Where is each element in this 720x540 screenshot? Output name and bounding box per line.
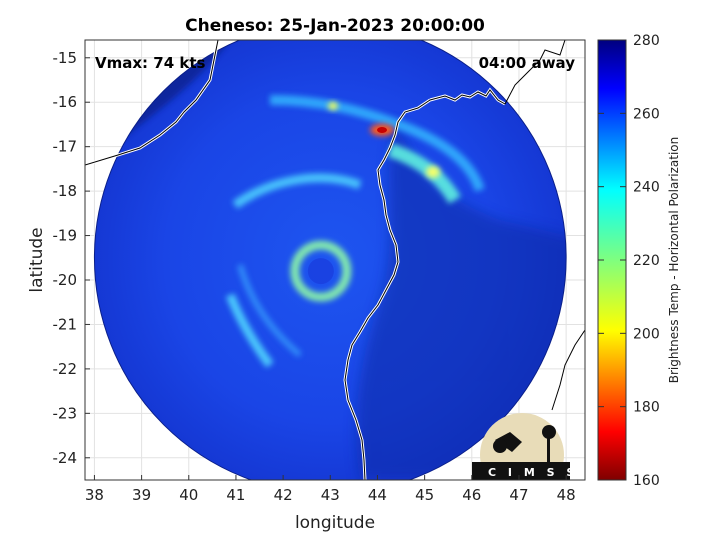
colorbar-label: Brightness Temp - Horizontal Polarizatio… bbox=[667, 137, 681, 384]
x-tick-label: 44 bbox=[368, 486, 387, 504]
x-tick-label: 45 bbox=[415, 486, 434, 504]
y-axis-label: latitude bbox=[27, 227, 47, 292]
cimss-logo: C I M S S bbox=[472, 413, 578, 480]
y-tick-label: -24 bbox=[53, 449, 78, 467]
x-tick-label: 48 bbox=[557, 486, 576, 504]
y-tick-label: -23 bbox=[53, 404, 78, 422]
convection-core-east-center bbox=[377, 127, 387, 133]
x-tick-label: 39 bbox=[132, 486, 151, 504]
x-tick-label: 41 bbox=[226, 486, 245, 504]
axes-frame bbox=[84, 39, 586, 481]
x-tick-label: 43 bbox=[321, 486, 340, 504]
colorbar-tick-label: 240 bbox=[633, 180, 660, 196]
x-tick-label: 42 bbox=[274, 486, 293, 504]
rainband-south bbox=[237, 264, 302, 358]
rainband-southwest bbox=[225, 293, 274, 368]
coastline-east-outline bbox=[504, 40, 585, 411]
y-tick-label: -19 bbox=[53, 227, 78, 245]
eye bbox=[307, 258, 334, 285]
colorbar-tick-label: 160 bbox=[633, 473, 660, 489]
convection-spot-2 bbox=[426, 166, 440, 178]
colorbar-tick-label: 180 bbox=[633, 400, 660, 416]
x-tick-label: 40 bbox=[179, 486, 198, 504]
eyewall bbox=[290, 240, 352, 302]
y-tick-label: -22 bbox=[53, 360, 78, 378]
timing-annotation: 04:00 away bbox=[479, 54, 576, 72]
rainband-west-arc bbox=[232, 173, 362, 209]
x-axis-label: longitude bbox=[295, 513, 375, 533]
x-axis: 38 39 40 41 42 43 44 45 46 47 48 bbox=[85, 475, 576, 504]
colorbar-tick-label: 280 bbox=[633, 33, 660, 49]
swath-edge bbox=[94, 40, 567, 480]
colorbar-tick-label: 260 bbox=[633, 106, 660, 122]
vmax-annotation: Vmax: 74 kts bbox=[95, 54, 205, 72]
y-tick-label: -21 bbox=[53, 315, 78, 333]
x-tick-label: 46 bbox=[462, 486, 481, 504]
rainband-north bbox=[269, 95, 485, 192]
convection-spot-3 bbox=[328, 102, 338, 110]
colorbar-tick-label: 220 bbox=[633, 253, 660, 269]
x-tick-label: 47 bbox=[509, 486, 528, 504]
y-tick-label: -17 bbox=[53, 138, 78, 156]
y-tick-label: -16 bbox=[53, 93, 78, 111]
x-tick-label: 38 bbox=[85, 486, 104, 504]
coastline-mozambique-outline bbox=[85, 40, 219, 166]
y-tick-label: -15 bbox=[53, 49, 78, 67]
y-tick-label: -18 bbox=[53, 182, 78, 200]
logo-label: C I M S S bbox=[488, 466, 578, 479]
chart-title: Cheneso: 25-Jan-2023 20:00:00 bbox=[185, 16, 485, 36]
colorbar-ticks: 160 180 200 220 240 260 280 bbox=[598, 33, 660, 489]
coastline-madagascar-outline bbox=[344, 89, 506, 480]
y-axis: -15 -16 -17 -18 -19 -20 -21 -22 -23 -24 bbox=[53, 49, 90, 467]
y-tick-label: -20 bbox=[53, 271, 78, 289]
colorbar-tick-label: 200 bbox=[633, 326, 660, 342]
